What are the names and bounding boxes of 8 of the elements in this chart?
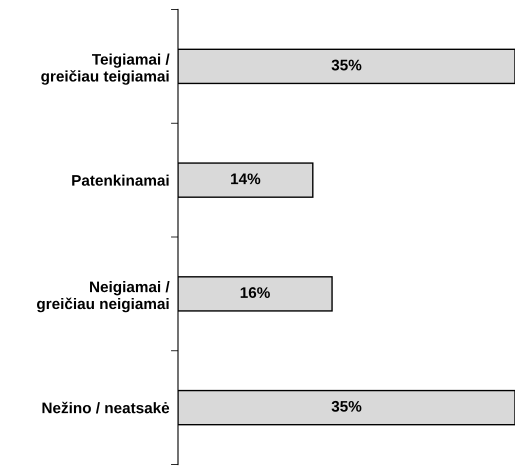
data-label: 16% [240, 287, 270, 298]
data-label: 35% [332, 400, 362, 412]
y-tick-label: Nežino / neatsakė [42, 402, 170, 414]
y-tick-label: Patenkinamai [72, 174, 169, 186]
data-label: 35% [332, 60, 362, 70]
y-tick-label: Teigiamai / greičiau teigiamai [41, 54, 170, 85]
data-label: 14% [231, 173, 260, 184]
y-tick-label: Neigiamai / greičiau neigiamai [36, 281, 170, 312]
